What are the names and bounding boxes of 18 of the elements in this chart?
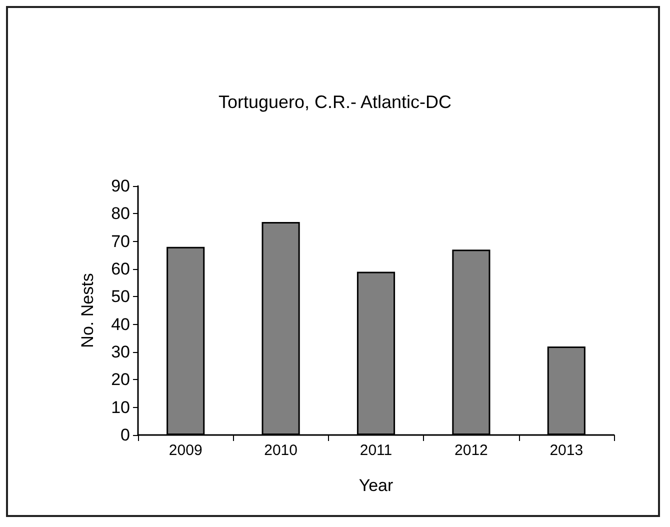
y-tick-label: 10 (111, 398, 130, 417)
y-axis-title: No. Nests (78, 273, 97, 348)
y-tick-label: 20 (111, 370, 130, 390)
y-tick-label: 70 (111, 232, 130, 251)
y-tick-label: 30 (111, 342, 130, 362)
x-tick-label: 2011 (360, 442, 392, 459)
y-tick-label: 90 (111, 176, 130, 196)
y-tick-label: 80 (111, 204, 130, 224)
y-tick-label: 50 (111, 287, 130, 306)
y-tick-label: 40 (111, 314, 130, 334)
x-tick-label: 2010 (264, 442, 298, 459)
x-axis-title: Year (358, 476, 394, 495)
x-tick-label: 2012 (454, 442, 488, 459)
y-tick-label: 60 (111, 260, 130, 278)
x-tick-label: 2013 (550, 442, 584, 459)
chart-title: Tortuguero, C.R.- Atlantic-DC (218, 92, 452, 112)
y-tick-label: 0 (120, 426, 130, 444)
x-tick-label: 2009 (168, 442, 202, 459)
